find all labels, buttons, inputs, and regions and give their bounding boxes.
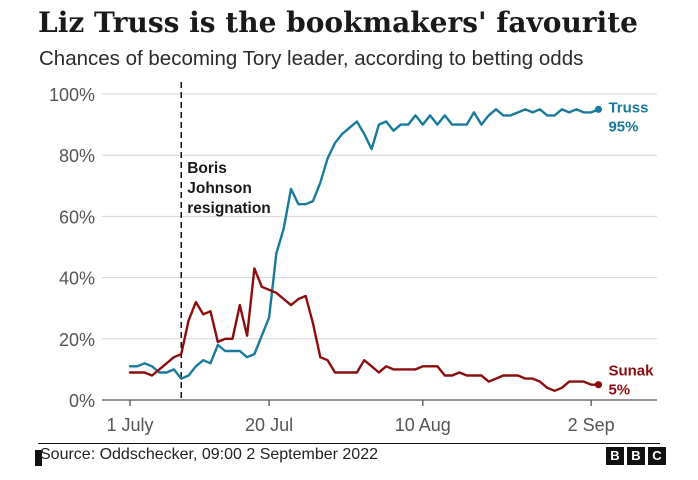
line-chart: Boris Johnson resignation 0% 20% 40% 60% 80% 10…: [49, 82, 657, 435]
y-tick-label: 80%: [59, 146, 95, 166]
y-tick-label: 100%: [49, 85, 95, 105]
x-tick-label: 20 Jul: [245, 415, 293, 435]
footer-marker: [35, 450, 42, 466]
chart-subtitle: Chances of becoming Tory leader, accordi…: [39, 47, 584, 70]
y-tick-label: 60%: [59, 207, 95, 227]
sunak-end-dot: [594, 381, 603, 389]
sunak-name-label: Sunak: [608, 363, 654, 380]
truss-line: [128, 108, 600, 380]
footer-divider: [38, 443, 660, 444]
annotation-label: Johnson: [187, 180, 252, 197]
annotation-label: Boris: [187, 160, 227, 177]
sunak-line: [128, 267, 600, 392]
annotation-label: resignation: [187, 200, 271, 217]
x-tick-label: 1 July: [106, 415, 153, 435]
bbc-logo: B B C: [606, 447, 666, 465]
truss-end-dot: [594, 105, 603, 113]
chart-title: Liz Truss is the bookmakers' favourite: [38, 6, 638, 39]
y-tick-label: 40%: [59, 269, 95, 289]
truss-value-label: 95%: [608, 118, 638, 135]
y-tick-label: 0%: [69, 391, 95, 411]
source-note: Source: Oddschecker, 09:00 2 September 2…: [40, 446, 378, 463]
truss-name-label: Truss: [608, 99, 648, 116]
logo-letter-b2: B: [627, 447, 645, 465]
x-tick-label: 2 Sep: [568, 415, 615, 435]
logo-letter-c: C: [648, 447, 666, 465]
logo-letter-b1: B: [606, 447, 624, 465]
y-tick-label: 20%: [59, 330, 95, 350]
x-tick-label: 10 Aug: [395, 415, 451, 435]
sunak-value-label: 5%: [608, 382, 630, 399]
